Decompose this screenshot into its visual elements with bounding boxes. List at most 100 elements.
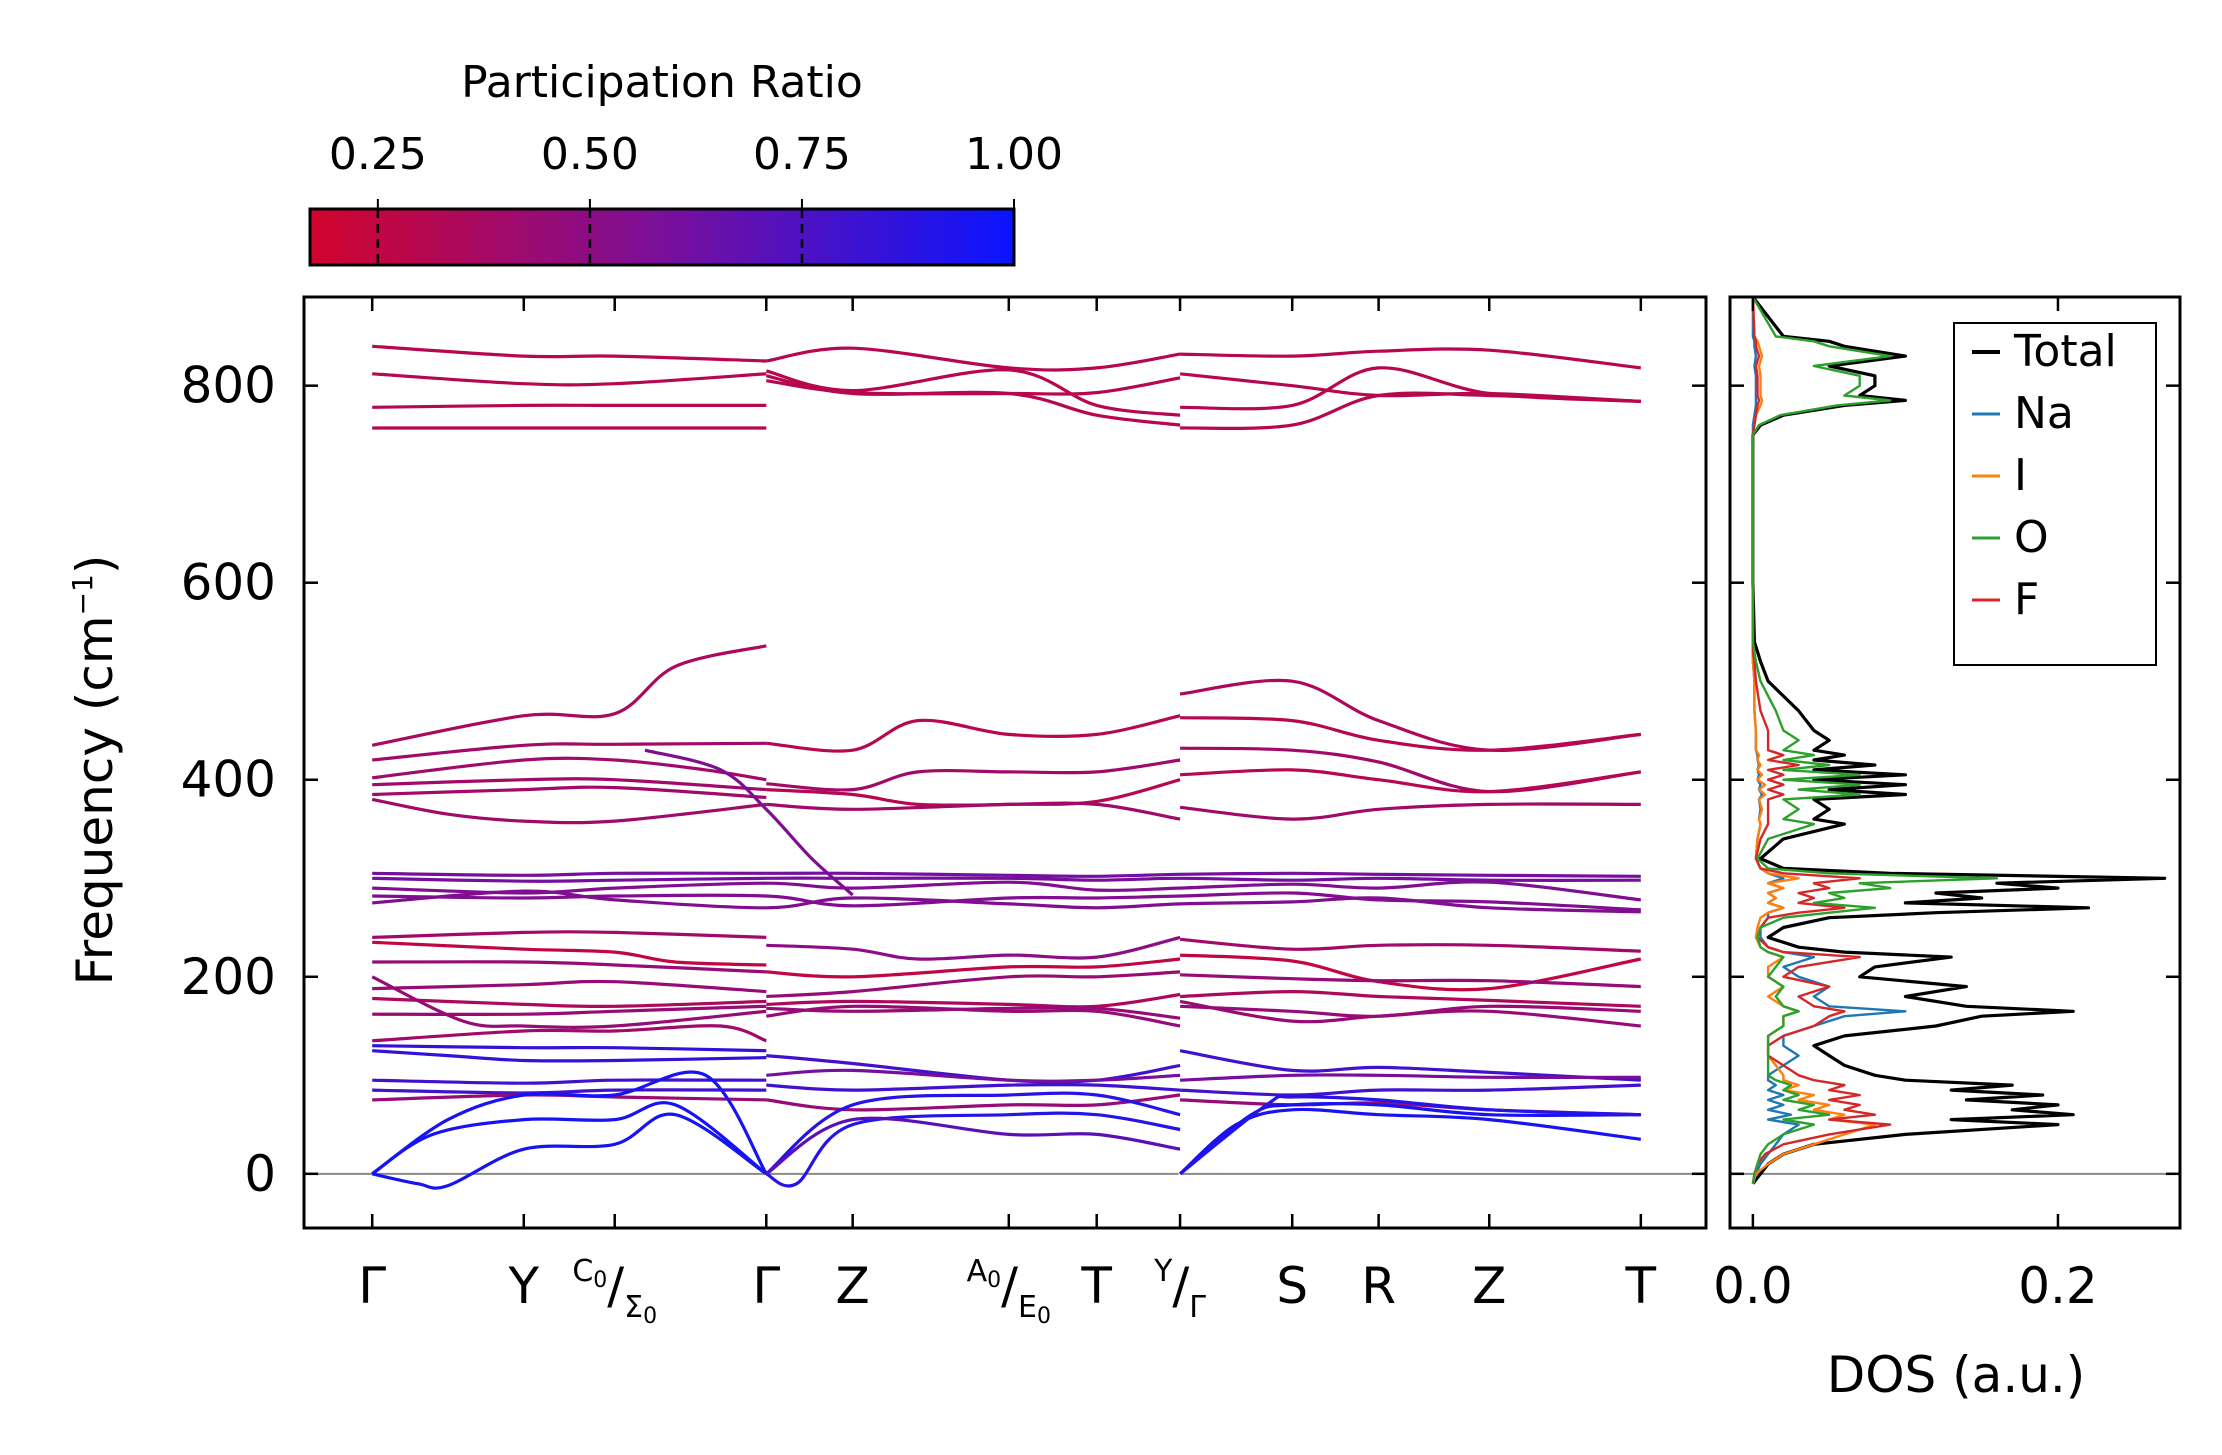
phonon-branch (371, 1101, 768, 1176)
phonon-branch (372, 1049, 767, 1063)
phonon-branch (1180, 391, 1641, 430)
phonon-branch (1180, 347, 1641, 370)
legend-label: F (2014, 574, 2039, 625)
phonon-branch (1179, 1094, 1641, 1176)
phonon-branch (372, 1078, 767, 1085)
phonon-branch (765, 1116, 1181, 1176)
phonon-branch (372, 880, 1641, 902)
phonon-branch (766, 935, 1181, 961)
phonon-branch (766, 758, 1181, 792)
phonon-branch (1179, 937, 1641, 953)
phonon-branch (766, 346, 1181, 372)
dos-legend: Total Na IOF (1953, 322, 2157, 666)
phonon-branch (372, 1024, 767, 1043)
kpoint-label: C0/Σ0 (572, 1254, 657, 1329)
dos-plot-frame (1728, 295, 2182, 1230)
phonon-branch (371, 975, 767, 1029)
phonon-branch (765, 368, 1181, 417)
phonon-branch (766, 801, 1181, 821)
colorbar-tick-label: 1.00 (965, 129, 1063, 180)
phonon-branch (372, 979, 767, 994)
phonon-branch (1180, 1083, 1641, 1097)
y-axis-label: Frequency (cm−1) (66, 555, 124, 986)
phonon-branch (765, 1111, 1181, 1188)
phonon-branch (766, 1005, 1181, 1020)
dos-x-tick-label: 0.0 (1713, 1257, 1793, 1315)
colorbar-tick-label: 0.25 (329, 129, 427, 180)
phonon-branch (372, 996, 767, 1009)
kpoint-label: Y/Γ (1153, 1254, 1206, 1325)
y-tick-label: 0 (244, 1145, 276, 1203)
kpoint-label: T (1080, 1257, 1112, 1315)
phonon-branch (1180, 953, 1642, 992)
phonon-branch (372, 940, 767, 967)
kpoint-label: Z (1472, 1257, 1506, 1315)
phonon-branch (1180, 990, 1641, 1008)
phonon-branch (372, 1044, 767, 1053)
phonon-branch (372, 871, 1641, 878)
phonon-branch (371, 1070, 768, 1176)
kpoint-label: A0/E0 (967, 1254, 1051, 1329)
legend-label: I (2014, 450, 2027, 501)
phonon-branch (371, 644, 767, 747)
kpoint-label: S (1276, 1257, 1308, 1315)
phonon-branch (372, 741, 767, 762)
phonon-branch (766, 1082, 1181, 1092)
phonon-branch (372, 756, 767, 782)
dos-panel: 0.0 0.2 DOS (a.u.) Total Na IOF (1713, 295, 2182, 1404)
phonon-branch (766, 970, 1181, 999)
phonon-branch (372, 891, 1641, 912)
legend-label: Total (2013, 326, 2117, 377)
phonon-branch (372, 403, 767, 409)
colorbar-tick-label: 0.50 (541, 129, 639, 180)
phonon-branch (1180, 973, 1641, 989)
phonon-branch (765, 374, 1181, 427)
y-tick-label: 600 (181, 554, 276, 612)
y-tick-label: 800 (181, 357, 276, 415)
phonon-branch (1180, 716, 1641, 752)
phonon-branch (766, 992, 1181, 1009)
phonon-branch (372, 876, 1641, 883)
dos-x-axis-label: DOS (a.u.) (1827, 1346, 2086, 1404)
phonon-branch (766, 714, 1181, 753)
phonon-branch (371, 1112, 768, 1190)
phonon-branch (371, 797, 767, 825)
dos-x-tick-label: 0.2 (2018, 1257, 2098, 1315)
dos-series-i (1751, 297, 1877, 1185)
band-plot-frame (302, 295, 1708, 1230)
phonon-branch (1180, 366, 1641, 411)
kpoint-label: Y (507, 1257, 539, 1315)
legend-box (1953, 322, 2157, 666)
legend-label: O (2014, 512, 2049, 563)
phonon-branch (1179, 678, 1641, 753)
phonon-branch (372, 372, 767, 387)
phonon-branch (1179, 802, 1641, 821)
phonon-branch (1179, 999, 1641, 1028)
phonon-branch (766, 1093, 1181, 1112)
phonon-branch (765, 1091, 1181, 1176)
y-tick-label: 400 (181, 751, 276, 809)
phonon-branch (372, 785, 767, 800)
phonon-branch (372, 889, 1641, 914)
phonon-branch (372, 1088, 767, 1095)
phonon-branch (766, 778, 1181, 807)
phonon-branch (372, 344, 767, 363)
colorbar-title: Participation Ratio (461, 57, 863, 108)
kpoint-label: R (1361, 1257, 1396, 1315)
phonon-branch (1180, 768, 1642, 794)
legend-label: Na (2014, 388, 2074, 439)
kpoint-label: Z (836, 1257, 870, 1315)
y-tick-label: 200 (181, 948, 276, 1006)
colorbar: Participation Ratio 0.25 0.50 0.75 1.00 (308, 57, 1063, 267)
phonon-branch (766, 1004, 1181, 1028)
phonon-branch (372, 960, 767, 974)
kpoint-label: Γ (358, 1257, 386, 1315)
kpoint-label: T (1625, 1257, 1657, 1315)
kpoint-label: Γ (752, 1257, 780, 1315)
phonon-branch (372, 1004, 767, 1017)
colorbar-gradient (308, 207, 1016, 267)
phonon-branch (372, 777, 767, 792)
dos-series-o (1751, 297, 1999, 1184)
